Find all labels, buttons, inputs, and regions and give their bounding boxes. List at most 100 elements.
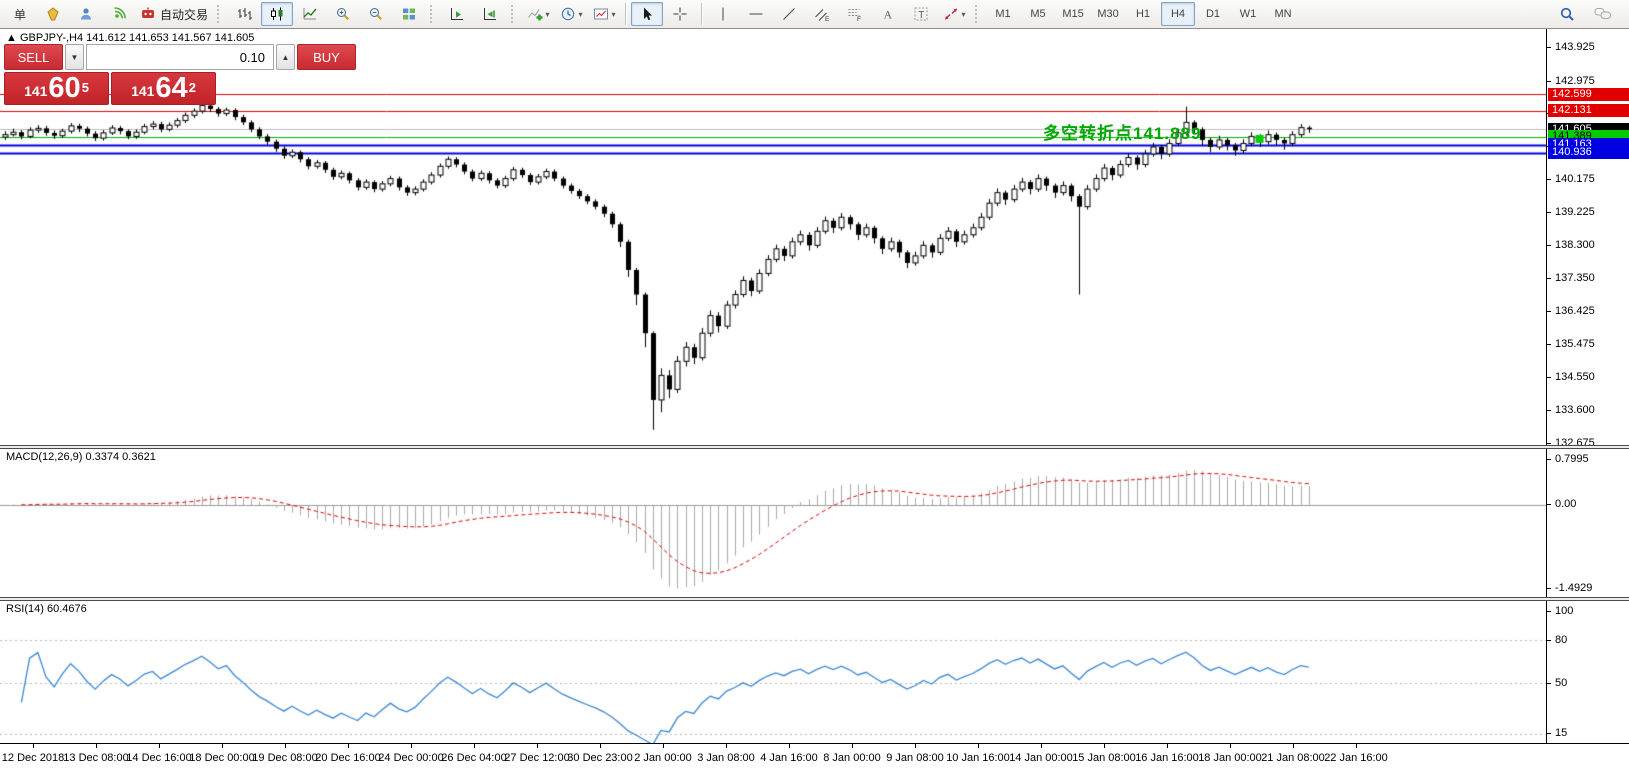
price-tick-label: 139.225 [1555, 206, 1595, 218]
candlestick-button[interactable] [261, 2, 294, 26]
periods-button[interactable]: ▾ [555, 2, 587, 26]
templates-dropdown-caret[interactable]: ▾ [611, 9, 616, 19]
zoom-in-button[interactable] [327, 2, 359, 26]
sell-price-pip: 5 [81, 80, 89, 95]
bar-chart-button[interactable] [228, 2, 260, 26]
new-order-button[interactable]: 单 [4, 2, 36, 26]
rsi-tick-label: 15 [1555, 727, 1568, 739]
line-chart-icon [302, 6, 318, 22]
time-label: 12 Dec 2018 [1, 752, 65, 764]
autotrading-button[interactable]: 自动交易 [136, 2, 212, 26]
shapes-button[interactable]: ▾ [938, 2, 970, 26]
price-axis[interactable]: 143.925142.975142.050141.100140.175139.2… [1546, 29, 1629, 743]
fibonacci-icon: F [847, 6, 863, 22]
axis-tick-mark [1547, 179, 1551, 180]
turning-point-annotation[interactable]: 多空转折点141.889 [1043, 124, 1202, 143]
volume-increase-button[interactable]: ▲ [276, 44, 295, 70]
timeframe-m1-button[interactable]: M1 [995, 8, 1011, 20]
svg-text:F: F [857, 16, 861, 22]
price-badge: 142.599 [1548, 88, 1629, 101]
volume-input[interactable] [86, 44, 274, 70]
chart-shift-button[interactable] [474, 2, 506, 26]
crosshair-button[interactable] [664, 2, 696, 26]
chat-button[interactable] [1587, 2, 1619, 26]
price-tick-label: 138.300 [1555, 239, 1595, 251]
candlestick-icon [269, 6, 285, 22]
vertical-line-button[interactable] [707, 2, 739, 26]
toolbar-right-group [1551, 2, 1625, 26]
shapes-dropdown-caret[interactable]: ▾ [961, 9, 966, 19]
timeframe-h4-button[interactable]: H4 [1161, 2, 1196, 26]
time-label: 20 Dec 16:00 [315, 752, 381, 764]
toolbar-grip [217, 5, 223, 23]
sell-button[interactable]: SELL [4, 44, 63, 70]
chat-icon [1594, 6, 1612, 22]
timeframe-h1-button[interactable]: H1 [1135, 8, 1151, 20]
time-label: 3 Jan 08:00 [697, 752, 755, 764]
cursor-button[interactable] [631, 2, 664, 26]
trendline-button[interactable] [773, 2, 805, 26]
macd-rsi-splitter[interactable] [0, 597, 1629, 601]
rsi-tick-label: 100 [1555, 605, 1574, 617]
axis-tick-mark [1547, 81, 1551, 82]
cursor-icon [639, 6, 655, 22]
signals-button[interactable] [103, 2, 135, 26]
zoom-in-icon [335, 6, 351, 22]
tile-windows-button[interactable] [393, 2, 425, 26]
time-label: 14 Dec 16:00 [126, 752, 192, 764]
price-tick-label: 137.350 [1555, 272, 1595, 284]
time-tick-mark [726, 744, 727, 748]
time-label: 14 Jan 00:00 [1009, 752, 1073, 764]
indicators-dropdown-caret[interactable]: ▾ [545, 9, 550, 19]
axis-tick-mark [1547, 504, 1551, 505]
macd-tick-label: 0.7995 [1555, 453, 1589, 465]
buy-button[interactable]: BUY [297, 44, 356, 70]
line-chart-button[interactable] [294, 2, 326, 26]
chart-window: ▲ GBPJPY-,H4 141.612 141.653 141.567 141… [0, 29, 1629, 773]
profile-button[interactable] [37, 2, 69, 26]
time-label: 16 Jan 16:00 [1135, 752, 1199, 764]
channel-icon: E [814, 6, 830, 22]
horizontal-line-button[interactable] [740, 2, 772, 26]
macd-tick-label: -1.4929 [1555, 582, 1593, 594]
time-tick-mark [285, 744, 286, 748]
text-a-icon: A [880, 6, 896, 22]
templates-button[interactable]: ▾ [588, 2, 620, 26]
time-tick-mark [348, 744, 349, 748]
time-axis[interactable]: 12 Dec 2018 13 Dec 08:00 14 Dec 16:00 18 De… [0, 743, 1629, 773]
label-button[interactable]: T [905, 2, 937, 26]
timeframe-m5-button[interactable]: M5 [1030, 8, 1046, 20]
channel-button[interactable]: E [806, 2, 838, 26]
timeframe-w1-button[interactable]: W1 [1239, 8, 1257, 20]
buy-price-display[interactable]: 141 64 2 [111, 72, 216, 105]
community-button[interactable] [70, 2, 102, 26]
autotrading-icon [140, 6, 156, 22]
indicators-button[interactable]: ▾ [522, 2, 554, 26]
horizontal-line-icon [748, 6, 764, 22]
volume-decrease-button[interactable]: ▼ [65, 44, 84, 70]
timeframe-mn-button[interactable]: MN [1274, 8, 1292, 20]
auto-scroll-button[interactable] [441, 2, 473, 26]
chart-canvas[interactable] [0, 29, 1546, 743]
auto-scroll-icon [449, 6, 465, 22]
timeframe-group: M1 M5 M15 M30 H1 H4 D1 W1 MN [986, 2, 1300, 26]
time-label: 19 Dec 08:00 [252, 752, 318, 764]
buy-price-big: 64 [155, 72, 188, 104]
periods-clock-icon [560, 6, 576, 22]
periods-dropdown-caret[interactable]: ▾ [578, 9, 583, 19]
timeframe-m15-button[interactable]: M15 [1062, 8, 1084, 20]
sell-price-display[interactable]: 141 60 5 [4, 72, 109, 105]
fibonacci-button[interactable]: F [839, 2, 871, 26]
timeframe-m30-button[interactable]: M30 [1097, 8, 1119, 20]
rsi-tick-label: 50 [1555, 677, 1568, 689]
time-label: 24 Dec 00:00 [378, 752, 444, 764]
search-button[interactable] [1551, 2, 1583, 26]
price-macd-splitter[interactable] [0, 445, 1629, 449]
text-button[interactable]: A [872, 2, 904, 26]
time-label: 27 Dec 12:00 [504, 752, 570, 764]
price-tick-label: 143.925 [1555, 41, 1595, 53]
timeframe-d1-button[interactable]: D1 [1205, 8, 1221, 20]
zoom-out-button[interactable] [360, 2, 392, 26]
time-tick-mark [1230, 744, 1231, 748]
signals-icon [111, 6, 127, 22]
